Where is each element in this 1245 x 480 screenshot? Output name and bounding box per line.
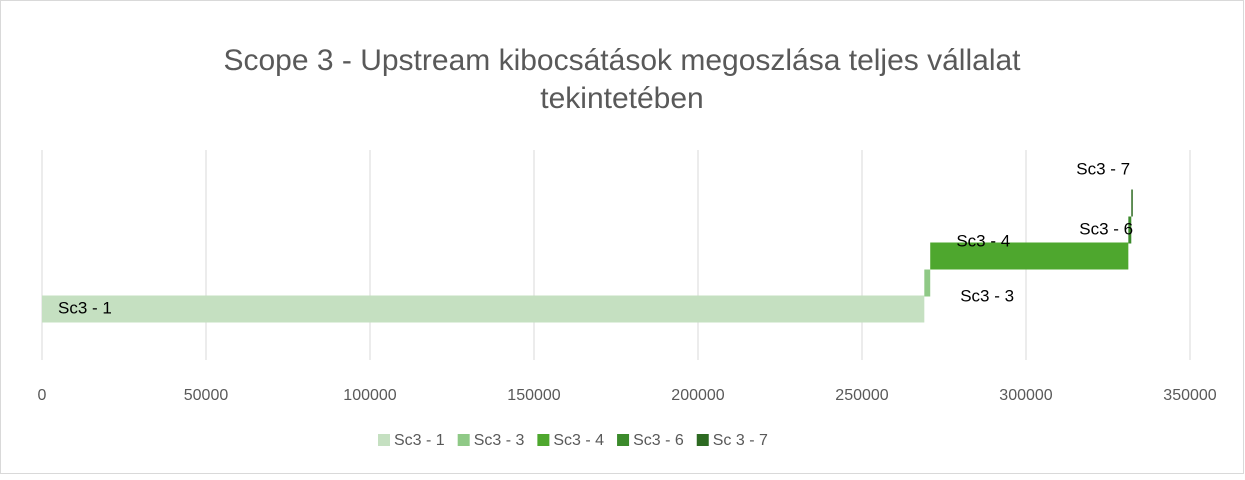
legend-swatch bbox=[457, 434, 470, 446]
chart-title: Scope 3 - Upstream kibocsátások megoszlá… bbox=[223, 44, 1021, 77]
x-tick-label: 250000 bbox=[835, 387, 888, 404]
bar bbox=[42, 295, 925, 323]
legend-swatch bbox=[537, 434, 550, 446]
data-label: Sc3 - 4 bbox=[956, 231, 1010, 250]
x-tick-label: 50000 bbox=[184, 387, 229, 404]
data-label: Sc3 - 7 bbox=[1076, 159, 1130, 178]
bar bbox=[1131, 189, 1133, 217]
x-tick-label: 100000 bbox=[343, 387, 396, 404]
data-label: Sc3 - 1 bbox=[58, 298, 112, 317]
x-tick-label: 0 bbox=[38, 387, 47, 404]
legend-label: Sc3 - 1 bbox=[394, 432, 445, 449]
bar bbox=[1128, 216, 1132, 244]
x-tick-label: 200000 bbox=[671, 387, 724, 404]
legend-swatch bbox=[696, 434, 709, 446]
data-label: Sc3 - 3 bbox=[960, 286, 1014, 305]
legend-swatch bbox=[617, 434, 630, 446]
legend-swatch bbox=[378, 434, 390, 446]
legend-label: Sc3 - 4 bbox=[553, 432, 604, 449]
x-tick-label: 300000 bbox=[999, 387, 1052, 404]
data-label: Sc3 - 6 bbox=[1079, 219, 1133, 238]
bar bbox=[924, 269, 931, 297]
x-tick-label: 350000 bbox=[1163, 387, 1216, 404]
legend-label: Sc3 - 6 bbox=[633, 432, 684, 449]
legend-label: Sc 3 - 7 bbox=[713, 432, 768, 449]
x-tick-label: 150000 bbox=[507, 387, 560, 404]
legend-label: Sc3 - 3 bbox=[474, 432, 525, 449]
chart-title: tekintetében bbox=[540, 82, 703, 115]
bar bbox=[930, 242, 1129, 270]
